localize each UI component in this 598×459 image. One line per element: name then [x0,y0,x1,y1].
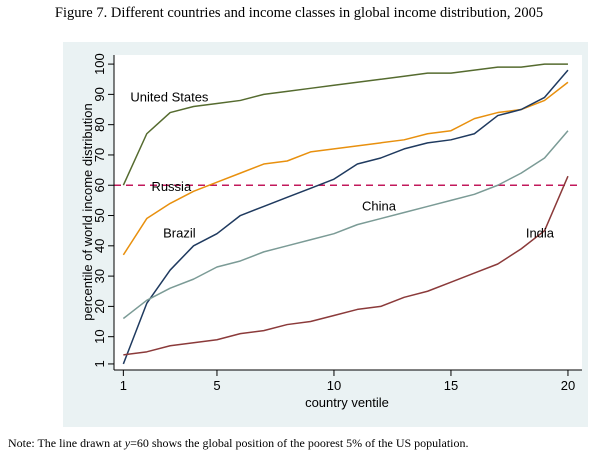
y-tick-label: 50 [92,208,107,222]
y-axis-title: percentile of world income distribution [80,103,95,321]
series-line-china [122,130,569,320]
y-tick-label: 60 [92,178,107,192]
y-tick-label: 20 [92,299,107,313]
y-tick-label: 80 [92,117,107,131]
y-tick-label: 70 [92,148,107,162]
x-axis-title: country ventile [305,395,389,410]
figure-caption: Figure 7. Different countries and income… [54,5,544,21]
series-label-brazil: Brazil [163,226,196,241]
series-line-russia [122,81,569,256]
y-tick-label: 10 [92,329,107,343]
x-tick-label: 10 [327,378,341,393]
series-labels: United States Russia Brazil China India [130,89,554,240]
note-prefix: Note: The line drawn at [8,436,125,450]
x-tick-label: 5 [213,378,220,393]
y-tick-label: 30 [92,269,107,283]
series-label-india: India [526,226,555,241]
series-line-india [123,175,569,356]
y-tick-label: 40 [92,239,107,253]
x-tick-label: 20 [561,378,575,393]
y-tick-label: 90 [92,87,107,101]
series-layer [122,63,569,365]
series-label-china: China [362,198,397,213]
x-tick-label: 15 [444,378,458,393]
series-label-united-states: United States [130,89,209,104]
series-label-russia: Russia [151,179,192,194]
series-line-united-states [122,63,568,186]
x-tick-label: 1 [120,378,127,393]
series-line-brazil [122,69,569,365]
note-variable: y [124,436,131,450]
y-tick-label: 100 [92,53,107,75]
figure-note: Note: The line drawn at y=60 shows the g… [8,436,468,451]
note-suffix: =60 shows the global position of the poo… [130,436,469,450]
y-tick-label: 1 [92,360,107,367]
